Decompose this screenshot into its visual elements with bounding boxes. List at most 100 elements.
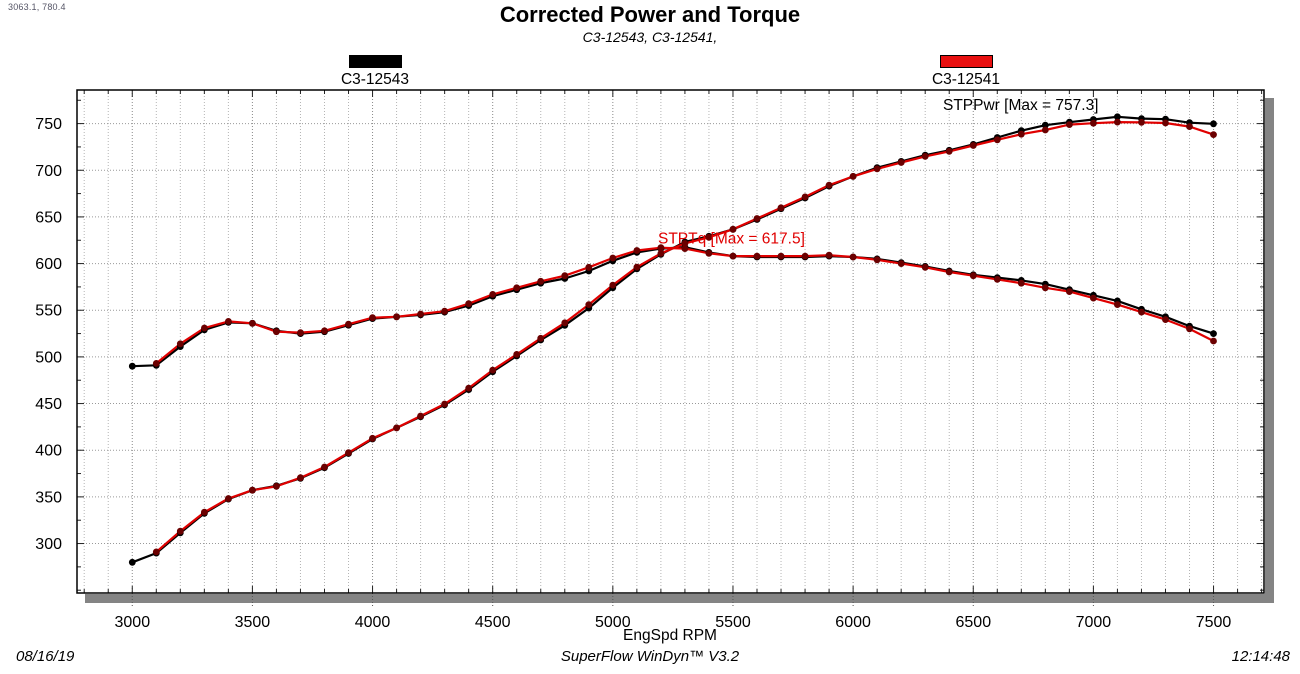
plot-background xyxy=(77,90,1264,593)
chart-subtitle: C3-12543, C3-12541, xyxy=(582,29,718,45)
data-point-marker-stptq-c3-12541 xyxy=(1210,337,1217,345)
data-point-marker-stppwr-c3-12541 xyxy=(417,412,424,420)
data-point-marker-stppwr-c3-12541 xyxy=(225,495,232,502)
data-point-marker-stppwr-c3-12541 xyxy=(873,165,881,173)
cursor-position-readout: 3063.1, 780.4 xyxy=(8,2,66,12)
y-tick-label: 650 xyxy=(35,209,62,226)
data-point-marker-stppwr-c3-12541 xyxy=(801,193,809,201)
data-point-marker-stppwr-c3-12541 xyxy=(681,240,689,247)
data-point-marker-stppwr-c3-12541 xyxy=(1162,119,1169,127)
data-point-marker-stppwr-c3-12541 xyxy=(585,301,593,308)
data-point-marker-stppwr-c3-12541 xyxy=(657,250,665,257)
curve-max-annotation: STPTq [Max = 617.5] xyxy=(658,230,805,247)
data-point-marker-stptq-c3-12541 xyxy=(825,251,833,259)
x-tick-label: 7500 xyxy=(1196,614,1232,631)
data-point-marker-stppwr-c3-12541 xyxy=(1017,130,1025,138)
y-tick-label: 700 xyxy=(35,163,62,180)
data-point-marker-stptq-c3-12541 xyxy=(201,324,208,332)
data-point-marker-stppwr-c3-12541 xyxy=(1066,121,1073,128)
plot-frame xyxy=(76,89,1265,594)
data-point-marker-stptq-c3-12541 xyxy=(393,313,400,321)
data-point-marker-stppwr-c3-12541 xyxy=(633,263,641,271)
data-point-marker-stptq-c3-12541 xyxy=(1114,301,1121,308)
x-tick-label: 5000 xyxy=(595,614,631,631)
y-tick-label: 500 xyxy=(35,349,62,366)
x-tick-label: 6000 xyxy=(835,614,871,631)
data-point-marker-stppwr-c3-12541 xyxy=(969,142,977,149)
data-point-marker-stppwr-c3-12541 xyxy=(1090,119,1097,127)
data-point-marker-stptq-c3-12541 xyxy=(417,310,424,318)
data-point-marker-stppwr-c3-12541 xyxy=(297,474,304,482)
data-point-marker-stptq-c3-12541 xyxy=(993,276,1001,283)
data-point-marker-stppwr-c3-12541 xyxy=(609,281,617,289)
data-point-marker-stppwr-c3-12541 xyxy=(465,384,473,392)
data-point-marker-stptq-c3-12541 xyxy=(152,360,160,367)
data-point-marker-stptq-c3-12541 xyxy=(465,300,473,308)
data-point-marker-stppwr-c3-12541 xyxy=(1041,126,1049,134)
data-point-marker-stppwr-c3-12541 xyxy=(513,351,521,358)
data-point-marker-stppwr-c3-12543 xyxy=(128,558,136,566)
footer-date: 08/16/19 xyxy=(16,648,75,665)
data-point-marker-stptq-c3-12541 xyxy=(345,320,352,328)
data-point-marker-stptq-c3-12541 xyxy=(849,253,857,261)
data-point-marker-stppwr-c3-12541 xyxy=(537,334,545,342)
data-point-marker-stptq-c3-12541 xyxy=(1186,325,1193,333)
x-tick-label: 3500 xyxy=(235,614,271,631)
data-point-marker-stppwr-c3-12541 xyxy=(561,319,569,327)
chart-title: Corrected Power and Torque xyxy=(499,2,801,27)
data-point-marker-stppwr-c3-12541 xyxy=(489,366,497,374)
footer-app-name: SuperFlow WinDyn™ V3.2 xyxy=(560,648,740,665)
data-point-marker-stppwr-c3-12543 xyxy=(1114,113,1121,121)
data-point-marker-stptq-c3-12541 xyxy=(1162,316,1169,323)
data-point-marker-stppwr-c3-12541 xyxy=(921,153,929,160)
data-point-marker-stptq-c3-12541 xyxy=(176,340,184,348)
data-point-marker-stptq-c3-12541 xyxy=(609,254,617,262)
y-tick-label: 300 xyxy=(35,536,62,553)
plot-shadow-bottom xyxy=(85,594,1274,603)
data-point-marker-stptq-c3-12541 xyxy=(585,263,593,271)
data-point-marker-stppwr-c3-12541 xyxy=(273,483,280,490)
data-point-marker-stppwr-c3-12543 xyxy=(1041,121,1049,129)
data-point-marker-stptq-c3-12541 xyxy=(1066,288,1073,295)
data-point-marker-stptq-c3-12541 xyxy=(753,252,761,260)
data-point-marker-stptq-c3-12541 xyxy=(1090,294,1097,302)
plot-shadow-right xyxy=(1265,98,1274,603)
data-point-marker-stppwr-c3-12541 xyxy=(945,148,953,155)
data-point-marker-stppwr-c3-12541 xyxy=(753,215,761,222)
data-point-marker-stppwr-c3-12541 xyxy=(345,449,352,457)
data-point-marker-stptq-c3-12541 xyxy=(441,307,448,315)
data-point-marker-stptq-c3-12541 xyxy=(873,256,881,264)
data-point-marker-stptq-c3-12541 xyxy=(777,252,785,260)
data-point-marker-stppwr-c3-12541 xyxy=(393,424,400,432)
data-point-marker-stptq-c3-12541 xyxy=(729,252,737,260)
data-point-marker-stppwr-c3-12541 xyxy=(777,204,785,212)
data-point-marker-stppwr-c3-12541 xyxy=(1210,131,1217,139)
data-point-marker-stptq-c3-12541 xyxy=(681,245,689,253)
data-point-marker-stptq-c3-12541 xyxy=(321,327,328,335)
data-point-marker-stppwr-c3-12541 xyxy=(897,159,905,166)
x-tick-label: 4500 xyxy=(475,614,511,631)
data-point-marker-stptq-c3-12541 xyxy=(537,277,545,285)
data-point-marker-stptq-c3-12541 xyxy=(705,249,713,257)
x-tick-label: 5500 xyxy=(715,614,751,631)
y-tick-label: 550 xyxy=(35,303,62,320)
data-point-marker-stppwr-c3-12541 xyxy=(1138,119,1145,126)
legend-item-c3-12543: C3-12543 xyxy=(329,55,421,89)
footer-time: 12:14:48 xyxy=(1231,648,1290,665)
data-point-marker-stptq-c3-12541 xyxy=(633,247,641,254)
y-tick-label: 350 xyxy=(35,489,62,506)
data-point-marker-stptq-c3-12541 xyxy=(921,263,929,271)
data-point-marker-stppwr-c3-12541 xyxy=(993,136,1001,144)
data-point-marker-stptq-c3-12541 xyxy=(1041,284,1049,292)
data-point-marker-stppwr-c3-12541 xyxy=(201,508,208,516)
data-point-marker-stppwr-c3-12541 xyxy=(249,486,256,494)
data-point-marker-stptq-c3-12543 xyxy=(1210,330,1217,337)
data-point-marker-stppwr-c3-12541 xyxy=(1186,123,1193,130)
y-tick-label: 750 xyxy=(35,116,62,133)
y-tick-label: 450 xyxy=(35,396,62,413)
data-point-marker-stptq-c3-12541 xyxy=(369,314,376,322)
data-point-marker-stptq-c3-12541 xyxy=(801,252,809,260)
legend-item-c3-12541: C3-12541 xyxy=(920,55,1012,89)
